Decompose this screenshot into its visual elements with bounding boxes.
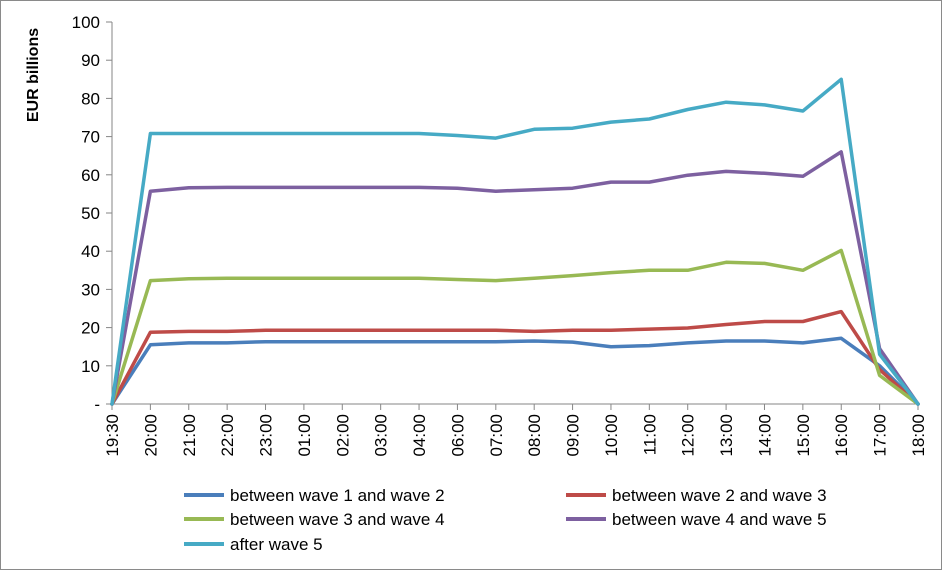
x-tick-label: 17:00 [871, 414, 890, 457]
series-line-3 [110, 248, 920, 406]
y-tick-label: 30 [81, 280, 100, 299]
y-axis-label: EUR billions [25, 28, 42, 122]
legend-label: between wave 3 and wave 4 [230, 510, 445, 529]
y-tick-label: 60 [81, 166, 100, 185]
x-tick-label: 06:00 [448, 414, 467, 457]
x-tick-label: 08:00 [525, 414, 544, 457]
x-tick-label: 03:00 [372, 414, 391, 457]
x-tick-label: 19:30 [103, 414, 122, 457]
series-lines [110, 77, 920, 406]
x-tick-label: 13:00 [717, 414, 736, 457]
x-tick-label: 20:00 [141, 414, 160, 457]
legend: between wave 1 and wave 2 between wave 2 … [184, 486, 827, 554]
y-tick-label: 70 [81, 128, 100, 147]
x-tick-label: 22:00 [218, 414, 237, 457]
x-tick-label: 07:00 [487, 414, 506, 457]
x-tick-label: 18:00 [909, 414, 928, 457]
y-axis: - 10 20 30 40 50 60 70 80 90 100 [72, 13, 113, 414]
y-tick-label: 80 [81, 89, 100, 108]
x-tick-label: 12:00 [679, 414, 698, 457]
legend-entry: after wave 5 [184, 535, 323, 554]
legend-label: after wave 5 [230, 535, 323, 554]
legend-label: between wave 4 and wave 5 [612, 510, 827, 529]
legend-entry: between wave 2 and wave 3 [566, 486, 827, 505]
legend-label: between wave 1 and wave 2 [230, 486, 445, 505]
x-tick-label: 16:00 [832, 414, 851, 457]
legend-entry: between wave 3 and wave 4 [184, 510, 445, 529]
legend-entry: between wave 4 and wave 5 [566, 510, 827, 529]
y-tick-label: 100 [72, 13, 100, 32]
series-line-5 [110, 77, 920, 406]
y-tick-label: 40 [81, 242, 100, 261]
x-tick-label: 10:00 [602, 414, 621, 457]
series-line-2 [110, 309, 920, 406]
y-tick-label: 20 [81, 319, 100, 338]
series-line-4 [110, 150, 920, 406]
y-tick-label: 50 [81, 204, 100, 223]
x-tick-label: 21:00 [180, 414, 199, 457]
x-tick-label: 14:00 [755, 414, 774, 457]
x-tick-label: 23:00 [257, 414, 276, 457]
y-tick-label: 90 [81, 51, 100, 70]
x-axis: 19:30 20:00 21:00 22:00 23:00 01:00 02:00 03:00… [103, 403, 928, 457]
x-tick-label: 15:00 [794, 414, 813, 457]
y-tick-label: 10 [81, 357, 100, 376]
legend-entry: between wave 1 and wave 2 [184, 486, 445, 505]
y-tick-label: - [94, 395, 100, 414]
x-tick-label: 09:00 [564, 414, 583, 457]
x-tick-label: 01:00 [295, 414, 314, 457]
legend-label: between wave 2 and wave 3 [612, 486, 827, 505]
x-tick-label: 11:00 [640, 414, 659, 455]
x-tick-label: 02:00 [333, 414, 352, 457]
series-line-1 [110, 336, 920, 406]
x-tick-label: 04:00 [410, 414, 429, 457]
